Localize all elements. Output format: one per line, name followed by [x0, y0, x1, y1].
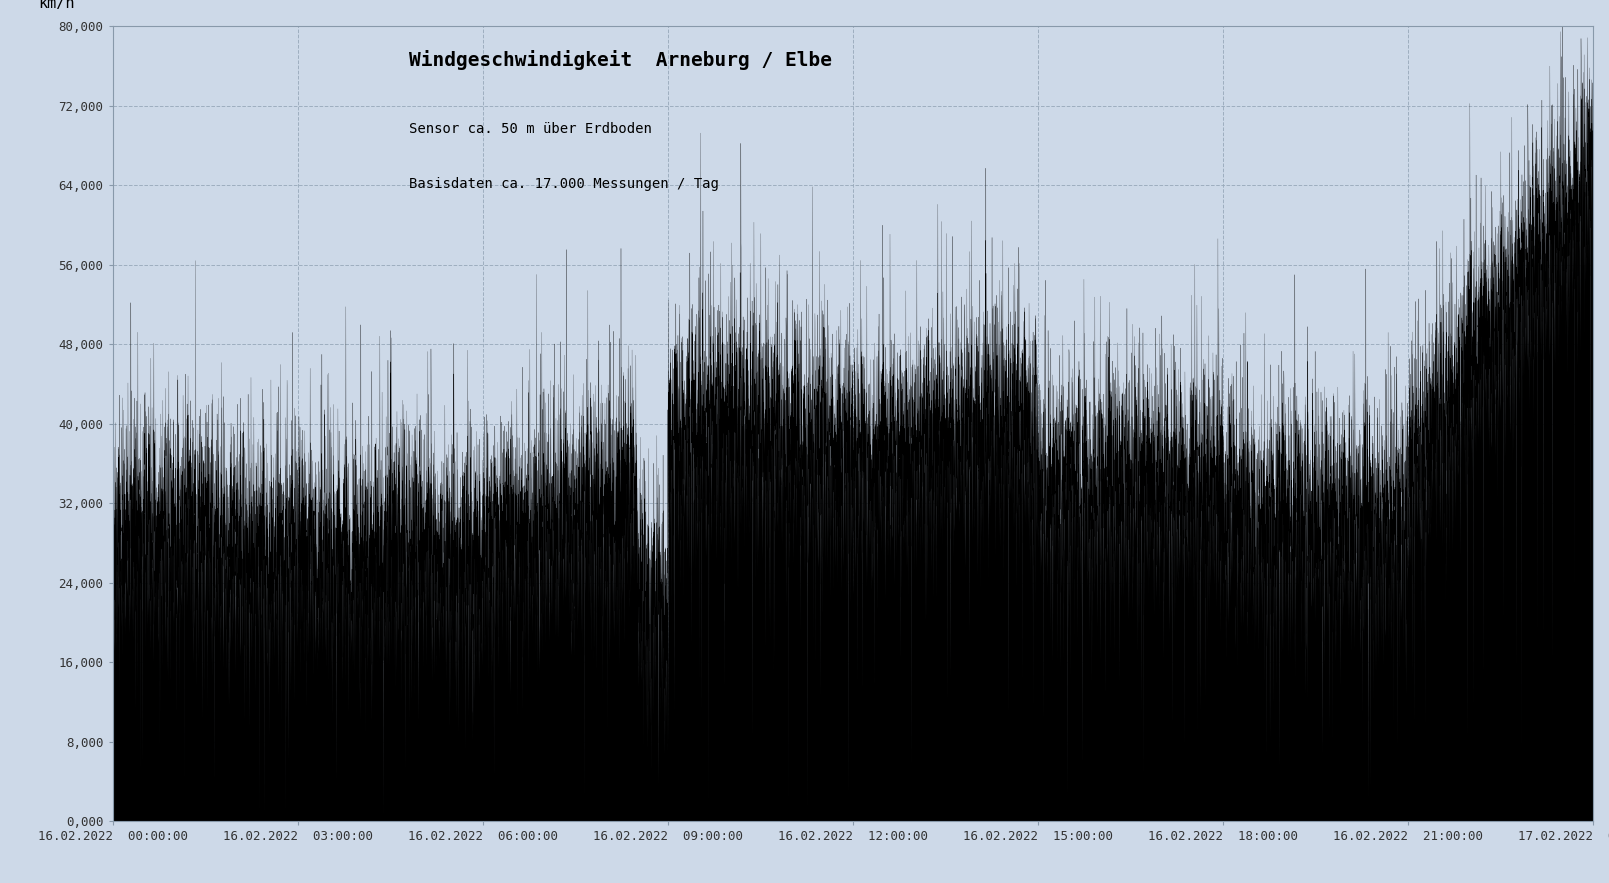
Text: Basisdaten ca. 17.000 Messungen / Tag: Basisdaten ca. 17.000 Messungen / Tag — [409, 177, 719, 192]
Text: Sensor ca. 50 m über Erdboden: Sensor ca. 50 m über Erdboden — [409, 122, 652, 136]
Text: Windgeschwindigkeit  Arneburg / Elbe: Windgeschwindigkeit Arneburg / Elbe — [409, 50, 832, 71]
Y-axis label: km/h: km/h — [39, 0, 74, 11]
